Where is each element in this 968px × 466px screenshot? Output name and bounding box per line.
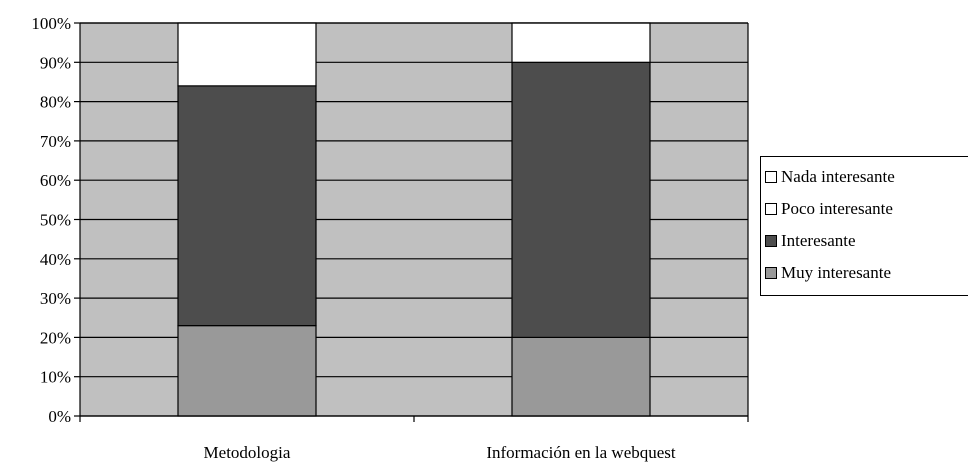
legend-item: Interesante <box>765 225 968 257</box>
category-label: Metodologia <box>204 443 291 462</box>
bar-segment-poco-interesante <box>177 22 317 87</box>
y-tick-label: 90% <box>40 53 71 72</box>
legend-item: Nada interesante <box>765 161 968 193</box>
legend-label: Nada interesante <box>781 167 895 186</box>
legend-swatch <box>765 203 777 215</box>
y-tick-label: 60% <box>40 171 71 190</box>
legend-item: Muy interesante <box>765 257 968 289</box>
legend-item: Poco interesante <box>765 193 968 225</box>
bar-segment-interesante <box>177 85 317 327</box>
y-tick-label: 30% <box>40 289 71 308</box>
y-tick-label: 80% <box>40 93 71 112</box>
y-tick-label: 0% <box>48 407 71 426</box>
legend-swatch <box>765 235 777 247</box>
category-labels: Metodologia Información en la webquest <box>204 443 676 462</box>
bar-segment-poco-interesante <box>511 22 651 63</box>
y-tick-label: 70% <box>40 132 71 151</box>
y-tick-label: 100% <box>31 14 71 33</box>
bar-segment-muy-interesante <box>511 336 651 417</box>
category-label: Información en la webquest <box>486 443 676 462</box>
bars <box>177 22 651 417</box>
legend-label: Poco interesante <box>781 199 893 218</box>
legend-label: Muy interesante <box>781 263 891 282</box>
legend-swatch <box>765 171 777 183</box>
y-tick-label: 20% <box>40 328 71 347</box>
y-tick-labels: 0% 10% 20% 30% 40% 50% 60% 70% 80% 90% 100% <box>31 14 71 426</box>
bar-segment-interesante <box>511 61 651 339</box>
legend: Nada interesante Poco interesante Interesa… <box>760 156 968 296</box>
bar-segment-muy-interesante <box>177 325 317 417</box>
y-tick-label: 10% <box>40 368 71 387</box>
y-tick-label: 50% <box>40 211 71 230</box>
legend-swatch <box>765 267 777 279</box>
y-tick-label: 40% <box>40 250 71 269</box>
legend-label: Interesante <box>781 231 856 250</box>
axes <box>74 22 749 422</box>
